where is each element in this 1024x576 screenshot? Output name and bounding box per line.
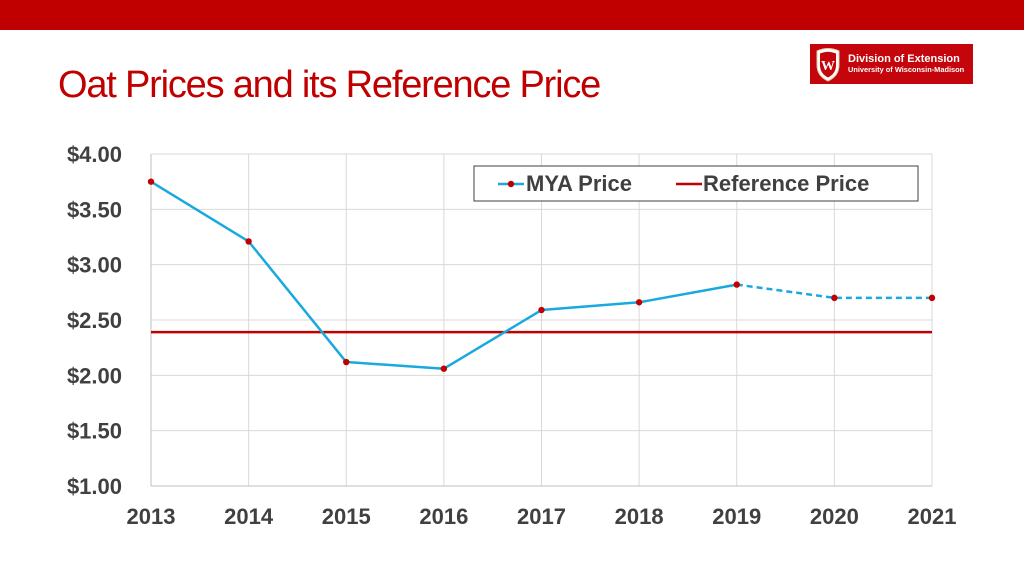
legend-reference-label: Reference Price	[703, 171, 869, 196]
mya-price-point	[147, 178, 155, 185]
x-tick-label: 2014	[224, 504, 274, 529]
mya-price-point	[538, 306, 545, 314]
y-tick-label: $1.00	[67, 474, 122, 499]
y-tick-label: $3.50	[67, 197, 122, 222]
x-tick-label: 2017	[517, 504, 566, 529]
mya-price-point	[343, 358, 350, 366]
logo-line1: Division of Extension	[848, 53, 960, 66]
mya-price-point	[245, 238, 252, 245]
tick-labels: $1.00 $1.50 $2.00 $2.50 $3.00 $3.50 $4.00 2013 2…	[67, 142, 957, 529]
top-bar	[0, 0, 1024, 30]
x-tick-label: 2013	[127, 504, 176, 529]
uw-crest-icon: W	[816, 48, 840, 82]
y-tick-label: $2.50	[67, 308, 122, 333]
extension-logo: W Division of Extension University of Wi…	[810, 44, 973, 84]
y-tick-label: $1.50	[67, 419, 122, 444]
mya-price-point	[733, 281, 740, 288]
y-tick-label: $3.00	[67, 253, 122, 278]
crest-letter: W	[821, 59, 835, 74]
legend: MYA Price Reference Price	[473, 165, 919, 202]
legend-mya-label: MYA Price	[526, 171, 632, 196]
mya-price-point	[635, 299, 643, 306]
x-tick-label: 2021	[908, 504, 957, 529]
axes	[150, 154, 932, 487]
page-title: Oat Prices and its Reference Price	[58, 64, 601, 106]
mya-price-point	[440, 365, 448, 372]
logo-text: Division of Extension University of Wisc…	[848, 53, 964, 74]
mya-price-series	[147, 178, 936, 372]
mya-price-point	[831, 294, 838, 302]
mya-price-point	[928, 294, 936, 302]
x-tick-label: 2018	[615, 504, 664, 529]
legend-mya-marker	[507, 180, 515, 188]
x-tick-label: 2019	[712, 504, 761, 529]
x-tick-label: 2015	[322, 504, 371, 529]
x-tick-label: 2020	[810, 504, 859, 529]
y-tick-label: $4.00	[67, 142, 122, 167]
y-tick-label: $2.00	[67, 363, 122, 388]
logo-line2: University of Wisconsin-Madison	[848, 65, 965, 75]
mya-price-line-projected	[736, 283, 932, 300]
gridlines	[151, 153, 933, 486]
x-tick-label: 2016	[419, 504, 468, 529]
